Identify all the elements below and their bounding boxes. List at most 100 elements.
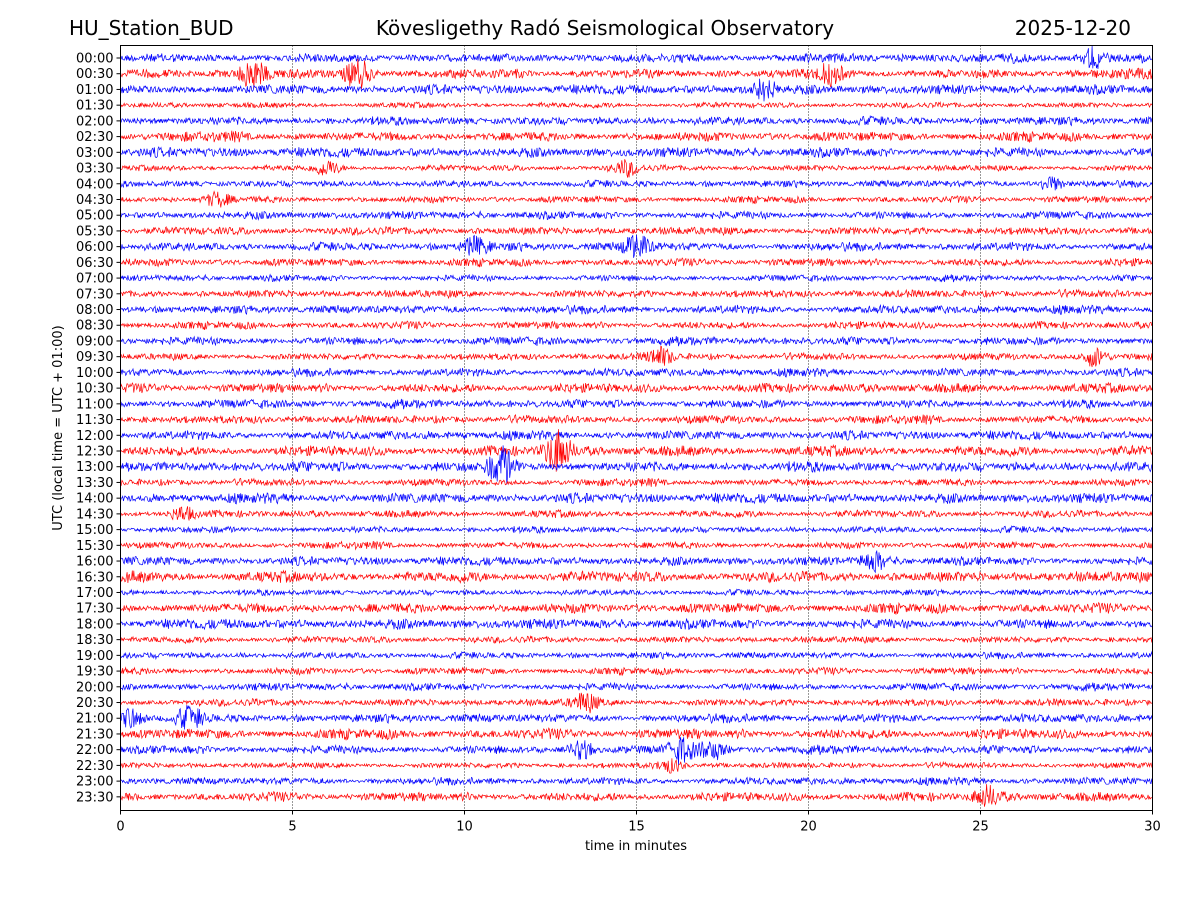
y-tick-label: 02:30 — [76, 130, 113, 145]
trace-0630 — [120, 257, 1153, 268]
trace-0330 — [120, 159, 1153, 178]
trace-0600 — [120, 234, 1153, 258]
y-tick-label: 13:00 — [76, 460, 113, 475]
y-tick-label: 10:30 — [76, 382, 113, 397]
seismic-traces — [120, 45, 1153, 807]
y-tick-label: 00:30 — [76, 67, 113, 82]
trace-1900 — [120, 650, 1153, 661]
trace-2100 — [120, 705, 1153, 730]
y-tick-label: 20:00 — [76, 680, 113, 695]
trace-1100 — [120, 398, 1153, 410]
trace-0130 — [120, 101, 1153, 109]
trace-1130 — [120, 414, 1153, 425]
trace-1630 — [120, 569, 1153, 584]
grid-lines — [292, 45, 981, 811]
y-tick-label: 23:30 — [76, 790, 113, 805]
trace-2030 — [120, 692, 1153, 714]
trace-0500 — [120, 210, 1153, 221]
y-tick-label: 12:30 — [76, 445, 113, 460]
y-tick-label: 09:00 — [76, 334, 113, 349]
y-tick-label: 16:00 — [76, 555, 113, 570]
trace-1330 — [120, 477, 1153, 488]
y-tick-label: 14:30 — [76, 507, 113, 522]
y-tick-label: 06:00 — [76, 240, 113, 255]
trace-1730 — [120, 601, 1153, 615]
y-tick-label: 11:00 — [76, 397, 113, 412]
trace-0530 — [120, 226, 1153, 237]
y-tick-label: 22:30 — [76, 759, 113, 774]
y-tick-label: 23:00 — [76, 775, 113, 790]
y-tick-label: 03:30 — [76, 162, 113, 177]
y-tick-label: 21:30 — [76, 727, 113, 742]
y-tick-label: 17:30 — [76, 602, 113, 617]
y-tick-label: 08:30 — [76, 319, 113, 334]
trace-0030 — [120, 58, 1153, 89]
y-tick-label: 01:00 — [76, 83, 113, 98]
x-tick-label: 10 — [456, 820, 473, 835]
y-tick-label: 22:00 — [76, 743, 113, 758]
trace-1200 — [120, 429, 1153, 441]
trace-1400 — [120, 491, 1153, 505]
x-tick-label: 20 — [800, 820, 817, 835]
y-tick-label: 04:30 — [76, 193, 113, 208]
trace-0700 — [120, 273, 1153, 283]
y-tick-label: 18:00 — [76, 617, 113, 632]
trace-1230 — [120, 429, 1153, 472]
trace-2200 — [120, 737, 1153, 766]
y-tick-label: 06:30 — [76, 256, 113, 271]
y-tick-label: 02:00 — [76, 114, 113, 129]
trace-2000 — [120, 681, 1153, 692]
trace-0300 — [120, 146, 1153, 159]
x-tick-label: 0 — [116, 820, 124, 835]
trace-1430 — [120, 506, 1153, 521]
y-tick-label: 16:30 — [76, 570, 113, 585]
trace-0200 — [120, 115, 1153, 127]
y-tick-label: 19:00 — [76, 649, 113, 664]
trace-1930 — [120, 666, 1153, 677]
trace-1000 — [120, 367, 1153, 378]
y-tick-label: 12:00 — [76, 429, 113, 444]
x-tick-label: 25 — [972, 820, 989, 835]
trace-0830 — [120, 320, 1153, 331]
y-tick-label: 01:30 — [76, 99, 113, 114]
trace-0800 — [120, 303, 1153, 316]
y-tick-label: 00:00 — [76, 52, 113, 67]
trace-1530 — [120, 540, 1153, 551]
x-axis: 0 5 10 15 20 25 30 — [116, 810, 1161, 835]
y-tick-label: 15:30 — [76, 539, 113, 554]
y-axis: 00:0000:3001:0001:3002:0002:3003:0003:30… — [76, 52, 121, 805]
trace-0930 — [120, 345, 1153, 368]
chart-title: Kövesligethy Radó Seismological Observat… — [376, 16, 834, 40]
x-tick-label: 15 — [628, 820, 645, 835]
y-tick-label: 14:00 — [76, 492, 113, 507]
trace-0230 — [120, 130, 1153, 143]
y-tick-label: 17:00 — [76, 586, 113, 601]
y-tick-label: 11:30 — [76, 413, 113, 428]
trace-1830 — [120, 635, 1153, 645]
station-label: HU_Station_BUD — [69, 16, 234, 40]
trace-2300 — [120, 776, 1153, 787]
y-tick-label: 07:30 — [76, 287, 113, 302]
trace-1030 — [120, 381, 1153, 394]
trace-2130 — [120, 727, 1153, 741]
trace-2330 — [120, 784, 1153, 807]
y-tick-label: 18:30 — [76, 633, 113, 648]
y-tick-label: 10:00 — [76, 366, 113, 381]
y-tick-label: 19:30 — [76, 665, 113, 680]
date-label: 2025-12-20 — [1015, 16, 1131, 40]
x-axis-label: time in minutes — [585, 839, 687, 854]
trace-0900 — [120, 335, 1153, 347]
trace-0430 — [120, 190, 1153, 208]
trace-0400 — [120, 176, 1153, 191]
y-tick-label: 09:30 — [76, 350, 113, 365]
trace-0730 — [120, 288, 1153, 300]
x-tick-label: 30 — [1144, 820, 1161, 835]
trace-1500 — [120, 525, 1153, 535]
y-tick-label: 08:00 — [76, 303, 113, 318]
y-tick-label: 20:30 — [76, 696, 113, 711]
y-tick-label: 05:30 — [76, 224, 113, 239]
trace-1600 — [120, 549, 1153, 574]
y-tick-label: 13:30 — [76, 476, 113, 491]
trace-1700 — [120, 588, 1153, 597]
